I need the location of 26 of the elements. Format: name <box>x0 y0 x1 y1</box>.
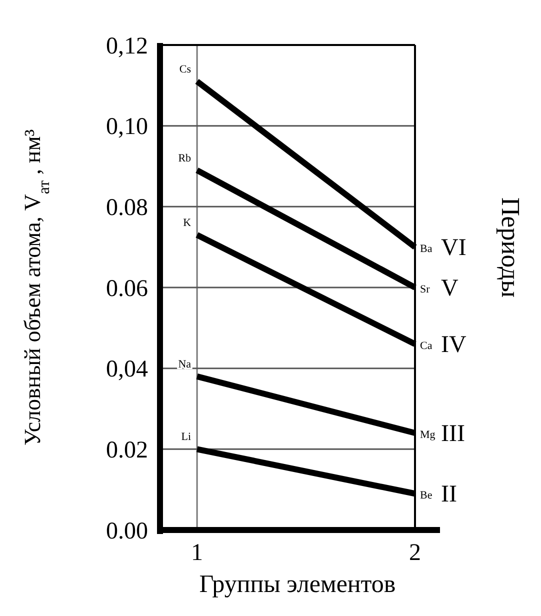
y-tick-label: 0,10 <box>106 114 148 140</box>
data-label: Ca <box>420 340 432 352</box>
series-label: IV <box>441 332 467 358</box>
y-tick-label: 0,12 <box>106 33 148 60</box>
series-label: VI <box>441 235 466 262</box>
y-tick-label: 0.06 <box>106 276 148 302</box>
data-label: Be <box>420 490 432 502</box>
series-label: II <box>441 482 457 508</box>
x-axis-title: Группы элементов <box>199 571 396 598</box>
data-label: Cs <box>179 63 192 76</box>
data-label: Sr <box>420 284 430 296</box>
y-tick-label: 0.00 <box>106 518 148 544</box>
data-label: Mg <box>420 429 436 441</box>
data-label: K <box>183 216 192 229</box>
y-tick-label: 0,04 <box>106 356 148 383</box>
data-label: Ba <box>420 243 432 256</box>
x-tick-label: 1 <box>191 540 204 566</box>
y-tick-label: 0.08 <box>106 195 148 222</box>
series-label: III <box>441 421 465 447</box>
x-tick-label: 2 <box>409 540 421 566</box>
series-label: V <box>441 276 459 302</box>
y2-axis-title: Периоды <box>496 197 525 298</box>
data-label: Na <box>178 358 192 370</box>
data-label: Rb <box>178 152 192 164</box>
y-tick-label: 0.02 <box>106 438 148 464</box>
data-label: Li <box>181 431 192 444</box>
